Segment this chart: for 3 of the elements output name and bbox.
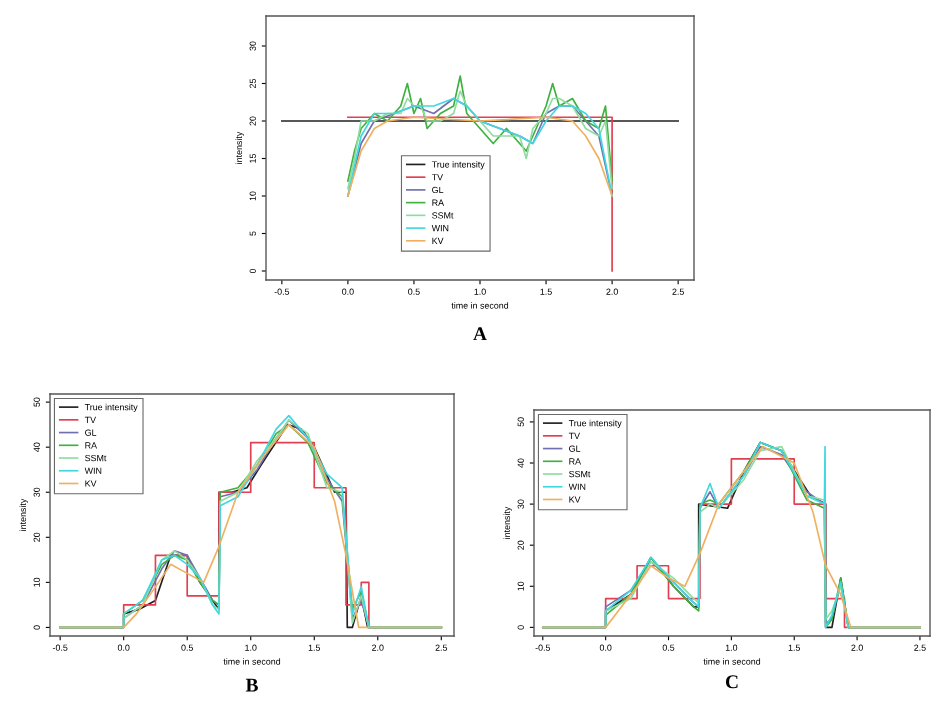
text: B: [245, 678, 258, 692]
text: A: [473, 327, 487, 341]
text: C: [725, 675, 738, 689]
